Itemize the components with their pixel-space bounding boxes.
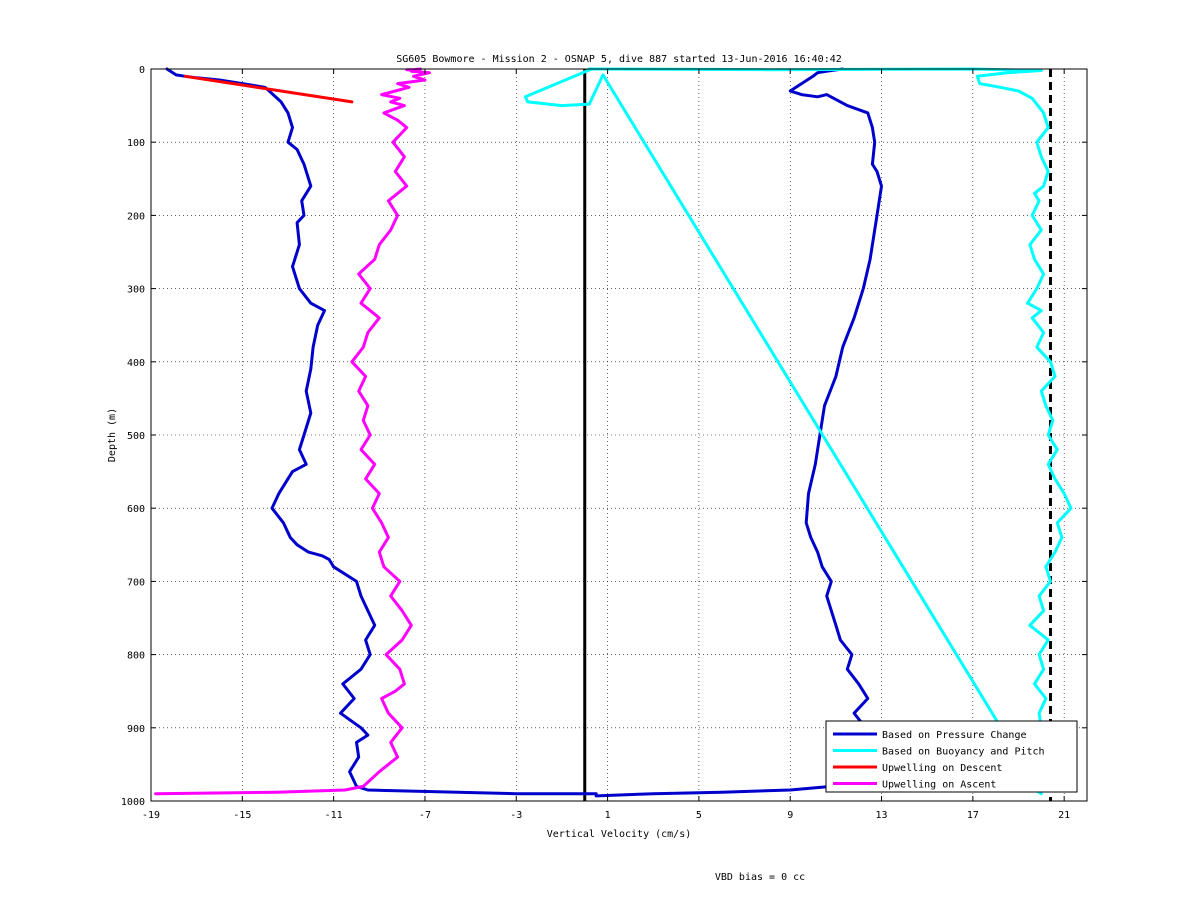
y-tick-label: 900 <box>127 724 145 735</box>
series-line-0 <box>165 67 598 796</box>
reference-lines <box>583 69 1052 801</box>
y-tick-label: 800 <box>127 651 145 662</box>
x-tick-label: -7 <box>419 810 431 821</box>
x-ticks: -19 -15 -11 -7 -3 1 5 9 13 17 21 <box>142 69 1070 821</box>
x-tick-label: 13 <box>876 810 888 821</box>
legend: Based on Pressure Change Based on Buoyanc… <box>825 720 1078 793</box>
x-tick-label: 1 <box>605 810 611 821</box>
x-tick-label: 9 <box>787 810 793 821</box>
x-tick-label: -11 <box>325 810 343 821</box>
y-tick-label: 200 <box>127 211 145 222</box>
legend-label: Upwelling on Ascent <box>882 780 996 791</box>
chart-title: SG605 Bowmore - Mission 2 - OSNAP 5, div… <box>396 54 842 65</box>
legend-label: Based on Buoyancy and Pitch <box>882 747 1045 758</box>
series-line-4 <box>183 74 354 104</box>
y-tick-label: 100 <box>127 138 145 149</box>
y-tick-label: 500 <box>127 431 145 442</box>
y-ticks: 0 100 200 300 400 500 600 700 800 900 1000 <box>121 65 1087 808</box>
x-tick-label: 17 <box>967 810 979 821</box>
grid <box>151 69 1087 801</box>
y-tick-label: 600 <box>127 504 145 515</box>
y-tick-label: 700 <box>127 577 145 588</box>
vbd-bias-note: VBD bias = 0 cc <box>715 872 805 883</box>
x-tick-label: -15 <box>233 810 251 821</box>
y-tick-label: 400 <box>127 358 145 369</box>
y-tick-label: 1000 <box>121 797 145 808</box>
y-tick-label: 300 <box>127 285 145 296</box>
series-line-3 <box>587 67 1052 364</box>
y-axis-label: Depth (m) <box>107 408 118 462</box>
x-axis-label: Vertical Velocity (cm/s) <box>547 829 692 840</box>
x-tick-label: -3 <box>510 810 522 821</box>
x-tick-label: -19 <box>142 810 160 821</box>
x-tick-label: 5 <box>696 810 702 821</box>
legend-label: Upwelling on Descent <box>882 763 1002 774</box>
series-line-2 <box>523 67 1073 796</box>
y-tick-label: 0 <box>139 65 145 76</box>
x-tick-label: 21 <box>1058 810 1070 821</box>
series-line-5 <box>154 67 431 796</box>
legend-label: Based on Pressure Change <box>882 730 1027 741</box>
